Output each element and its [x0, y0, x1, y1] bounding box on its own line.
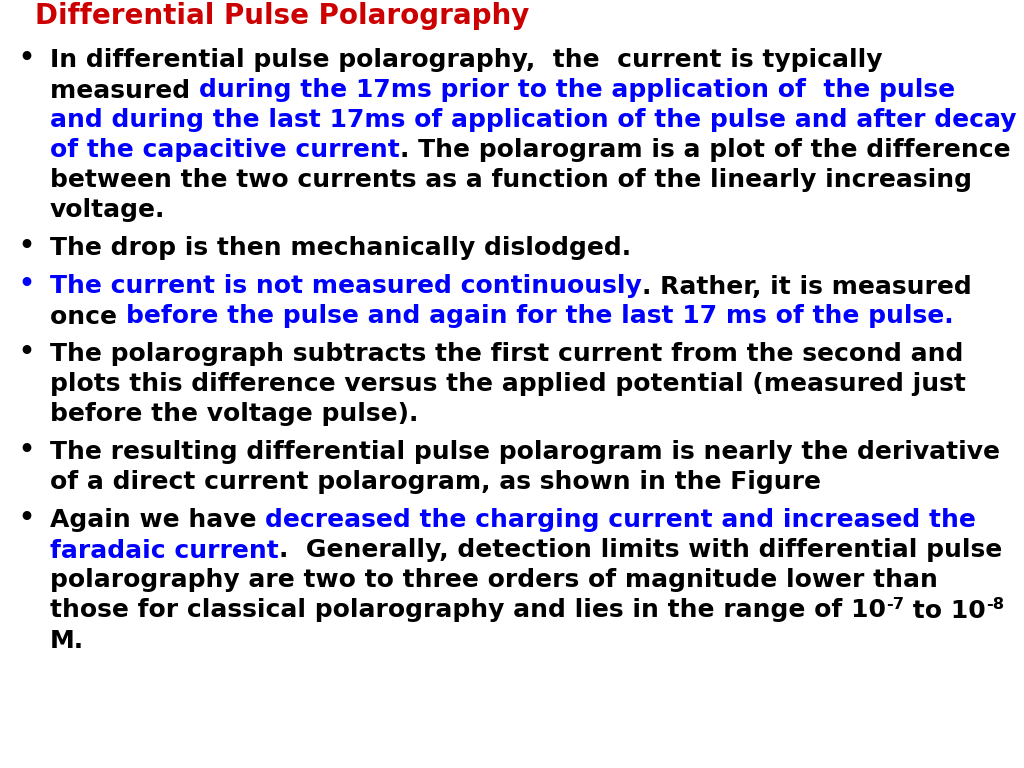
- Text: once: once: [50, 304, 126, 329]
- Text: faradaic current: faradaic current: [50, 538, 279, 562]
- Text: M.: M.: [50, 628, 84, 653]
- Text: -7: -7: [886, 598, 904, 612]
- Text: The drop is then mechanically dislodged.: The drop is then mechanically dislodged.: [50, 237, 631, 260]
- Text: polarography are two to three orders of magnitude lower than: polarography are two to three orders of …: [50, 568, 938, 592]
- Text: The polarograph subtracts the first current from the second and: The polarograph subtracts the first curr…: [50, 343, 964, 366]
- Text: .  Generally, detection limits with differential pulse: . Generally, detection limits with diffe…: [279, 538, 1002, 562]
- Text: Again we have: Again we have: [50, 508, 265, 532]
- Text: those for classical polarography and lies in the range of 10: those for classical polarography and lie…: [50, 598, 886, 623]
- Text: measured: measured: [50, 78, 199, 102]
- Text: . The polarogram is a plot of the difference: . The polarogram is a plot of the differ…: [399, 138, 1011, 163]
- Text: Differential Pulse Polarography: Differential Pulse Polarography: [35, 2, 529, 30]
- Text: to 10: to 10: [904, 598, 986, 623]
- Text: before the pulse and again for the last 17 ms of the pulse.: before the pulse and again for the last …: [126, 304, 953, 329]
- Text: of a direct current polarogram, as shown in the Figure: of a direct current polarogram, as shown…: [50, 471, 821, 495]
- Text: •: •: [18, 272, 34, 296]
- Text: between the two currents as a function of the linearly increasing: between the two currents as a function o…: [50, 168, 972, 193]
- Text: •: •: [18, 339, 34, 363]
- Text: of the capacitive current: of the capacitive current: [50, 138, 399, 163]
- Text: The resulting differential pulse polarogram is nearly the derivative: The resulting differential pulse polarog…: [50, 441, 1000, 465]
- Text: plots this difference versus the applied potential (measured just: plots this difference versus the applied…: [50, 372, 966, 396]
- Text: and during the last 17ms of application of the pulse and after decay: and during the last 17ms of application …: [50, 108, 1017, 133]
- Text: The current is not measured continuously: The current is not measured continuously: [50, 274, 642, 299]
- Text: decreased the charging current and increased the: decreased the charging current and incre…: [265, 508, 976, 532]
- Text: -8: -8: [986, 598, 1004, 612]
- Text: during the 17ms prior to the application of  the pulse: during the 17ms prior to the application…: [199, 78, 955, 102]
- Text: before the voltage pulse).: before the voltage pulse).: [50, 402, 419, 426]
- Text: In differential pulse polarography,  the  current is typically: In differential pulse polarography, the …: [50, 48, 883, 72]
- Text: •: •: [18, 233, 34, 257]
- Text: . Rather, it is measured: . Rather, it is measured: [642, 274, 972, 299]
- Text: •: •: [18, 45, 34, 69]
- Text: •: •: [18, 438, 34, 462]
- Text: •: •: [18, 505, 34, 529]
- Text: voltage.: voltage.: [50, 198, 165, 223]
